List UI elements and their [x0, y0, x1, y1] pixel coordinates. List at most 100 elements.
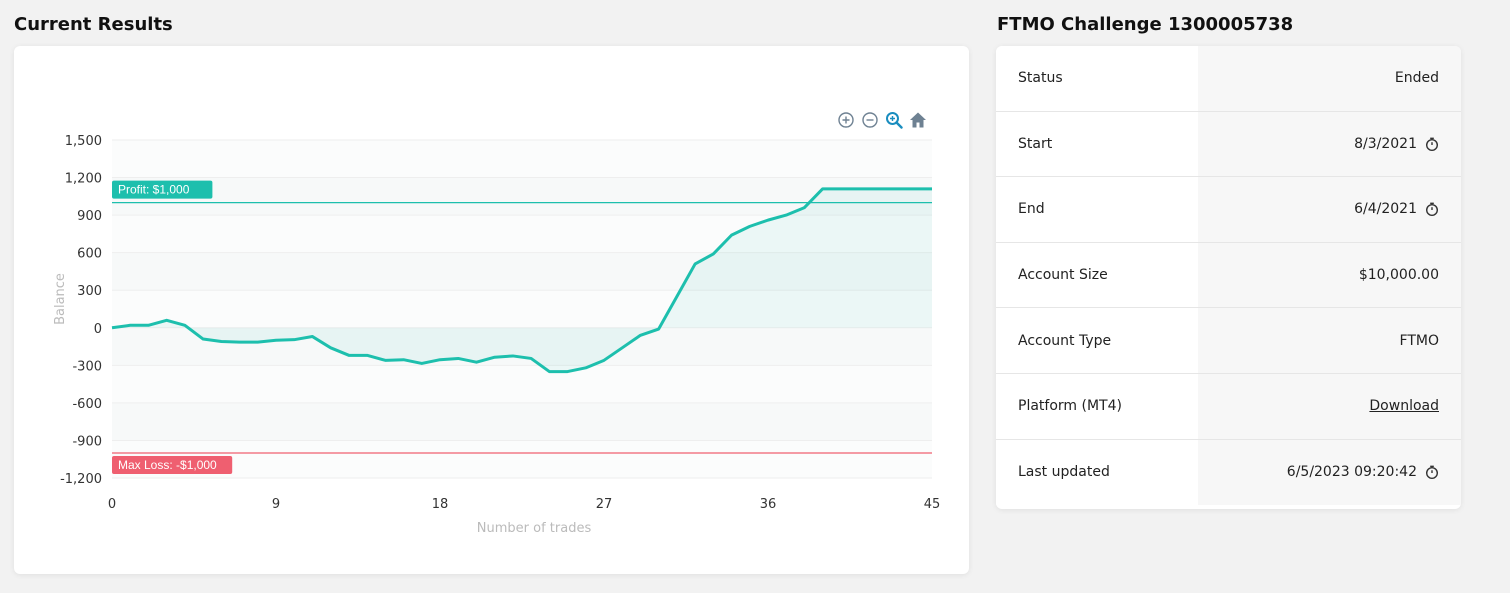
- data-point: [238, 341, 241, 344]
- y-tick-label: -600: [72, 397, 102, 412]
- y-tick-label: 600: [77, 247, 102, 262]
- info-row: Platform (MT4) Download: [996, 373, 1461, 440]
- info-value-cell: Ended: [1198, 46, 1461, 111]
- info-label: Last updated: [996, 439, 1198, 506]
- data-point: [311, 335, 314, 338]
- data-point: [803, 206, 806, 209]
- info-value: FTMO: [1399, 332, 1439, 349]
- chart-toolbar: [836, 110, 928, 130]
- info-value-cell: 6/4/2021: [1198, 177, 1461, 242]
- data-point: [402, 358, 405, 361]
- data-point: [183, 324, 186, 327]
- info-value: 6/4/2021: [1354, 201, 1417, 218]
- info-table: Status Ended Start 8/3/2021 End 6/4/2021 Accou…: [996, 46, 1461, 506]
- data-point: [420, 362, 423, 365]
- data-point: [548, 370, 551, 373]
- x-tick-label: 45: [924, 497, 941, 512]
- grid-band: [112, 290, 932, 328]
- y-tick-label: -1,200: [60, 472, 102, 487]
- data-point: [366, 354, 369, 357]
- data-point: [912, 187, 915, 190]
- data-point: [147, 324, 150, 327]
- info-value-cell: $10,000.00: [1198, 242, 1461, 308]
- data-point: [256, 341, 259, 344]
- zoom-out-icon[interactable]: [860, 110, 880, 130]
- grid-band: [112, 365, 932, 403]
- data-point: [858, 187, 861, 190]
- info-value: 6/5/2023 09:20:42: [1286, 464, 1417, 481]
- grid-band: [112, 177, 932, 216]
- timer-icon[interactable]: [1425, 465, 1439, 480]
- info-label: Status: [996, 46, 1198, 111]
- y-axis-title: Balance: [53, 273, 68, 325]
- info-value-cell: 6/5/2023 09:20:42: [1198, 439, 1461, 506]
- data-point: [767, 219, 770, 222]
- zoom-in-icon[interactable]: [836, 110, 856, 130]
- balance-chart: 1,500 1,200 900 600 300 0 -300 -600 -900 -1,200 0 9…: [53, 134, 941, 536]
- data-point: [694, 262, 697, 265]
- data-point: [493, 356, 496, 359]
- info-value-cell: 8/3/2021: [1198, 111, 1461, 177]
- grid-band: [112, 402, 932, 441]
- chart-card: 1,500 1,200 900 600 300 0 -300 -600 -900 -1,200 0 9…: [14, 46, 969, 574]
- x-tick-label: 0: [108, 497, 116, 512]
- grid-band: [112, 140, 932, 178]
- data-point: [566, 370, 569, 373]
- data-point: [329, 346, 332, 349]
- data-point: [894, 187, 897, 190]
- data-point: [530, 357, 533, 360]
- grid-band: [112, 215, 932, 253]
- y-tick-label: -300: [72, 359, 102, 374]
- data-point: [785, 214, 788, 217]
- series-line: [111, 187, 932, 374]
- info-label: Start: [996, 111, 1198, 177]
- info-row: Start 8/3/2021: [996, 111, 1461, 178]
- info-row: End 6/4/2021: [996, 177, 1461, 243]
- info-row: Account Size $10,000.00: [996, 242, 1461, 309]
- data-point: [730, 234, 733, 237]
- info-value: Ended: [1394, 70, 1439, 87]
- x-tick-label: 36: [760, 497, 777, 512]
- grid-band: [112, 252, 932, 291]
- data-point: [511, 354, 514, 357]
- info-row: Last updated 6/5/2023 09:20:42: [996, 439, 1461, 506]
- data-point: [111, 326, 114, 329]
- data-point: [876, 187, 879, 190]
- info-label: End: [996, 177, 1198, 242]
- data-point: [603, 359, 606, 362]
- data-point: [675, 295, 678, 298]
- info-label: Account Type: [996, 308, 1198, 373]
- annotation-label-bg: [112, 455, 233, 474]
- data-point: [584, 366, 587, 369]
- data-point: [202, 338, 205, 341]
- y-tick-label: 0: [94, 322, 102, 337]
- zoom-selection-icon[interactable]: [884, 110, 904, 130]
- data-point: [275, 339, 278, 342]
- series-area: [112, 188, 932, 372]
- x-tick-label: 18: [432, 497, 449, 512]
- info-label: Account Size: [996, 242, 1198, 308]
- y-tick-label: 1,200: [65, 172, 102, 187]
- y-tick-label: 300: [77, 284, 102, 299]
- info-value: $10,000.00: [1358, 267, 1439, 284]
- data-point: [639, 334, 642, 337]
- annotation-label-bg: [112, 180, 213, 199]
- info-label: Platform (MT4): [996, 373, 1198, 439]
- challenge-title: FTMO Challenge 1300005738: [997, 14, 1294, 35]
- download-link[interactable]: Download: [1369, 398, 1439, 415]
- info-value: 8/3/2021: [1354, 135, 1417, 152]
- data-point: [293, 338, 296, 341]
- timer-icon[interactable]: [1425, 202, 1439, 217]
- x-tick-label: 9: [272, 497, 280, 512]
- timer-icon[interactable]: [1425, 137, 1439, 151]
- grid-band: [112, 327, 932, 366]
- data-point: [129, 324, 132, 327]
- data-point: [839, 187, 842, 190]
- annotation-label: Profit: $1,000: [118, 183, 190, 197]
- challenge-info-card: Status Ended Start 8/3/2021 End 6/4/2021 Accou…: [996, 46, 1461, 509]
- home-icon[interactable]: [908, 110, 928, 130]
- x-axis-title: Number of trades: [477, 521, 592, 536]
- data-point: [748, 225, 751, 228]
- x-tick-label: 27: [596, 497, 613, 512]
- data-point: [220, 340, 223, 343]
